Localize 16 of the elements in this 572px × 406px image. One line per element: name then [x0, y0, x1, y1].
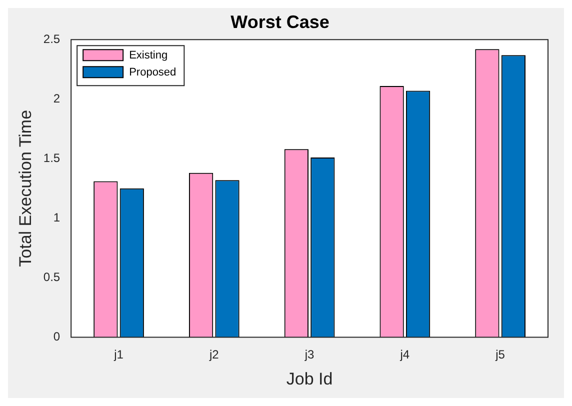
- legend-label: Existing: [129, 50, 168, 62]
- x-tick-label: j2: [208, 348, 220, 362]
- y-axis-title: Total Execution Time: [16, 110, 35, 267]
- y-tick-label: 0: [53, 330, 60, 344]
- y-tick-label: 2: [53, 91, 60, 106]
- x-tick-label: j4: [399, 348, 410, 362]
- legend-label: Proposed: [129, 66, 176, 79]
- x-tick-label: j3: [304, 348, 315, 362]
- y-tick-label: 1: [53, 210, 60, 224]
- y-tick-label: 1.5: [43, 150, 60, 165]
- x-axis-title: Job Id: [286, 369, 333, 388]
- chart-title: Worst Case: [230, 12, 330, 32]
- x-tick-label: j1: [113, 348, 124, 362]
- y-tick-label: 0.5: [43, 270, 60, 284]
- y-tick-label: 2.5: [43, 32, 60, 46]
- x-tick-label: j5: [494, 348, 506, 362]
